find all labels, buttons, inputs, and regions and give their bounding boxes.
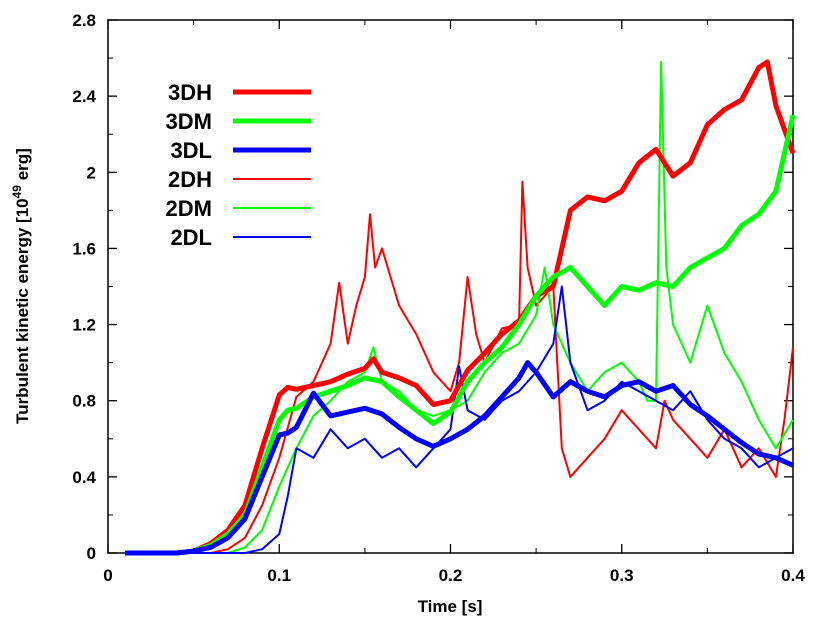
x-tick-label-4: 0.4 [781,566,805,585]
y-tick-label-3: 1.2 [72,316,96,335]
y-tick-label-2: 0.8 [72,392,96,411]
x-tick-label-2: 0.2 [439,566,463,585]
y-axis-title-end: erg] [13,148,32,185]
legend-label-2DL: 2DL [170,225,212,250]
x-tick-label-1: 0.1 [267,566,291,585]
x-tick-label-3: 0.3 [610,566,634,585]
axis-ticks: 0 0.1 0.2 0.3 0.4 0 0.4 0.8 1.2 1.6 2 2.4 2.8 [72,11,805,585]
y-axis-title-main: Turbulent kinetic energy [10 [13,198,32,423]
legend-label-3DM: 3DM [166,109,212,134]
y-axis-title: Turbulent kinetic energy [1049 erg] [10,148,32,424]
y-tick-label-1: 0.4 [72,468,96,487]
series-line-2DM [125,60,794,554]
y-tick-label-0: 0 [87,544,96,563]
series-line-3DM [125,114,796,556]
legend: 3DH 3DM 3DL 2DH 2DM 2DL [166,80,311,250]
legend-label-3DH: 3DH [168,80,212,105]
series-line-3DL [125,360,795,556]
y-axis-title-sup: 49 [10,185,24,199]
x-axis-title: Time [s] [418,597,483,616]
y-tick-label-5: 2 [87,163,96,182]
series-line-3DH [125,59,796,556]
x-tick-label-0: 0 [103,566,112,585]
legend-label-3DL: 3DL [170,138,212,163]
legend-label-2DM: 2DM [166,196,212,221]
y-tick-label-6: 2.4 [72,87,96,106]
y-tick-label-7: 2.8 [72,11,96,30]
y-tick-label-4: 1.6 [72,239,96,258]
series-group [125,59,796,556]
legend-label-2DH: 2DH [168,167,212,192]
series-line-2DL [125,285,794,554]
